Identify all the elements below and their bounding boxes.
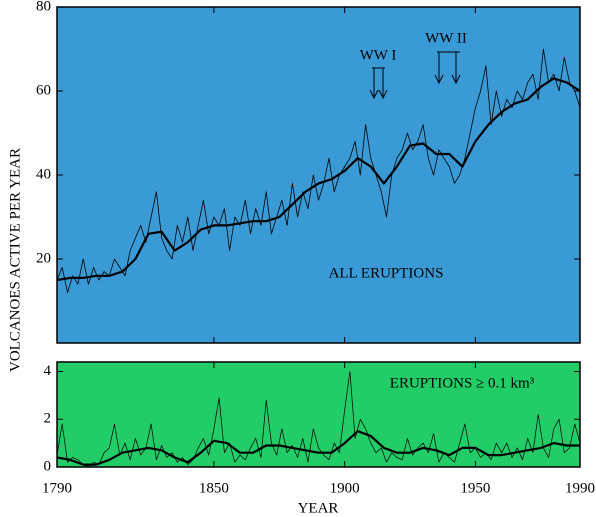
y-tick-label: 40: [36, 166, 51, 182]
data-line: [56, 77, 581, 282]
plot-background: [57, 7, 580, 343]
data-line: [56, 430, 580, 466]
x-tick-label: 1850: [199, 480, 229, 496]
y-tick-label: 2: [44, 411, 52, 427]
war-arrows: [369, 51, 461, 100]
plot-frame: [56, 6, 581, 344]
x-tick-label: 1790: [42, 480, 72, 496]
y-tick-label: 20: [36, 250, 51, 266]
y-axis-label: VOLCANOES ACTIVE PER YEAR: [7, 148, 23, 372]
data-line: [56, 48, 581, 293]
annotation: WW I: [360, 47, 397, 63]
y-tick-label: 60: [36, 82, 51, 98]
annotation: ERUPTIONS ≥ 0.1 km³: [390, 375, 535, 391]
plot-frame: [56, 361, 581, 468]
annotation: ALL ERUPTIONS: [329, 265, 444, 281]
y-tick-label: 80: [36, 0, 51, 14]
annotation: WW II: [425, 30, 467, 46]
y-tick-label: 4: [44, 363, 52, 379]
y-tick-label: 0: [44, 458, 52, 474]
x-axis-label: YEAR: [298, 500, 339, 516]
x-tick-label: 1990: [565, 480, 595, 496]
x-tick-label: 1900: [330, 480, 360, 496]
x-tick-label: 1950: [460, 480, 490, 496]
